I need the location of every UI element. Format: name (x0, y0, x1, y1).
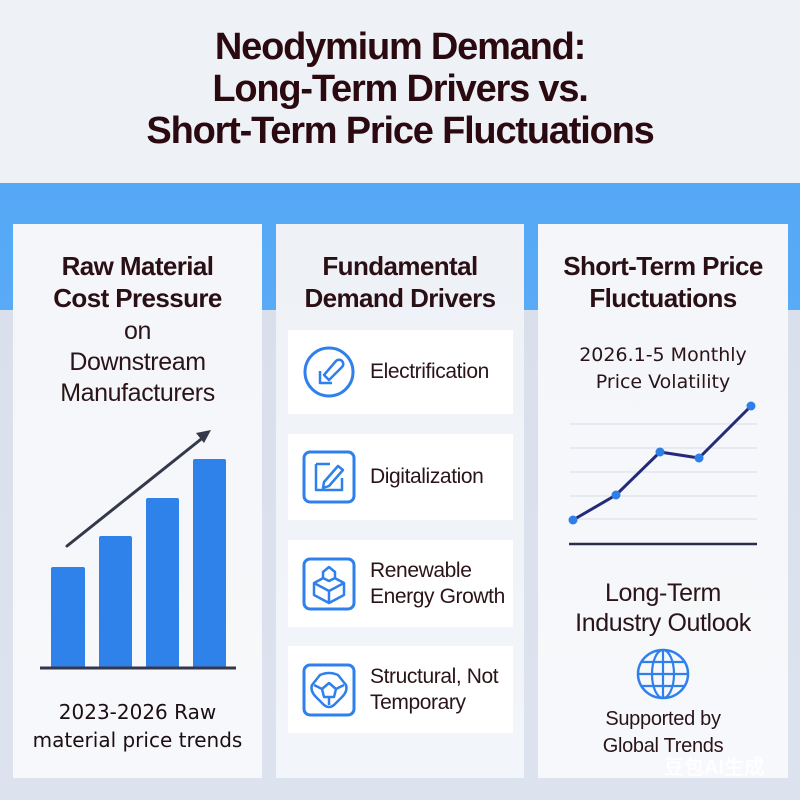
driver-label-line-1: Structural, Not (370, 664, 499, 688)
bar-2025 (146, 498, 179, 668)
driver-card-electrification: Electrification (288, 330, 513, 414)
point-2026-1 (568, 515, 578, 525)
driver-label: Structural, Not Temporary (370, 664, 499, 716)
bar-2026 (193, 459, 226, 668)
plug-icon (303, 346, 355, 398)
outlook-line-2: Industry Outlook (575, 609, 751, 637)
price-line (572, 404, 753, 522)
raw-material-heading: Raw Material Cost Pressure (13, 250, 262, 314)
title-line-2: Long-Term Drivers vs. (212, 68, 589, 110)
up-arrow-icon (65, 430, 211, 548)
driver-label: Digitalization (370, 464, 484, 490)
sub-line-1: on (123, 317, 151, 345)
page-title: Neodymium Demand: Long-Term Drivers vs. … (0, 26, 800, 152)
driver-card-renewable: Renewable Energy Growth (288, 540, 513, 627)
chart-title-line-1: 2026.1-5 Monthly (579, 344, 747, 366)
chart-title-line-2: Price Volatility (595, 371, 731, 393)
raw-material-bar-chart (40, 430, 236, 670)
raw-material-chart-caption: 2023-2026 Raw material price trends (13, 698, 262, 754)
short-term-heading: Short-Term Price Fluctuations (538, 250, 788, 314)
demand-drivers-heading: Fundamental Demand Drivers (276, 250, 524, 314)
title-line-3: Short-Term Price Fluctuations (146, 110, 654, 152)
edit-icon (302, 450, 356, 504)
volatility-chart-title: 2026.1-5 Monthly Price Volatility (538, 342, 788, 396)
heading-line-1: Short-Term Price (563, 251, 763, 281)
sub-line-2: Downstream (69, 348, 206, 376)
heading-line-2: Fluctuations (589, 283, 737, 313)
structure-icon (302, 663, 356, 716)
raw-material-panel: Raw Material Cost Pressure on Downstream… (13, 224, 262, 778)
watermark: 豆包AI生成 (664, 757, 764, 779)
data-points (568, 401, 756, 525)
point-2026-5 (746, 401, 756, 411)
caption-line-1: 2023-2026 Raw (58, 700, 217, 724)
driver-label-line-2: Energy Growth (370, 584, 505, 608)
driver-label-line-2: Temporary (370, 690, 466, 714)
caption-line-2: material price trends (32, 728, 243, 752)
heading-line-2: Cost Pressure (53, 283, 222, 313)
heading-line-1: Raw Material (61, 251, 214, 281)
bar-2023 (51, 567, 85, 668)
driver-card-digitalization: Digitalization (288, 434, 513, 520)
driver-label-line-1: Renewable (370, 558, 472, 582)
driver-card-structural: Structural, Not Temporary (288, 646, 513, 733)
globe-icon (636, 648, 690, 700)
support-line-2: Global Trends (602, 735, 724, 757)
supported-by-text: Supported by Global Trends (538, 706, 788, 760)
point-2026-3 (655, 447, 665, 457)
driver-label: Electrification (370, 359, 489, 385)
bar-2024 (99, 536, 132, 668)
raw-material-subheading: on Downstream Manufacturers (13, 316, 262, 409)
driver-label: Renewable Energy Growth (370, 558, 505, 610)
sub-line-3: Manufacturers (60, 379, 215, 407)
heading-line-2: Demand Drivers (304, 283, 496, 313)
driver-label-line-1: Digitalization (370, 465, 484, 488)
support-line-1: Supported by (605, 708, 721, 730)
point-2026-2 (611, 490, 621, 500)
outlook-line-1: Long-Term (605, 579, 721, 607)
heading-line-1: Fundamental (322, 251, 478, 281)
long-term-outlook: Long-Term Industry Outlook (538, 578, 788, 638)
chart-gridlines (570, 423, 757, 520)
driver-label-line-1: Electrification (370, 360, 489, 383)
demand-drivers-panel: Fundamental Demand Drivers Electrificati… (276, 224, 524, 778)
header-background (0, 0, 800, 183)
cube-icon (302, 557, 356, 610)
short-term-panel: Short-Term Price Fluctuations 2026.1-5 M… (538, 224, 788, 778)
point-2026-4 (694, 453, 704, 463)
volatility-line-chart (568, 401, 757, 546)
title-line-1: Neodymium Demand: (214, 26, 586, 68)
